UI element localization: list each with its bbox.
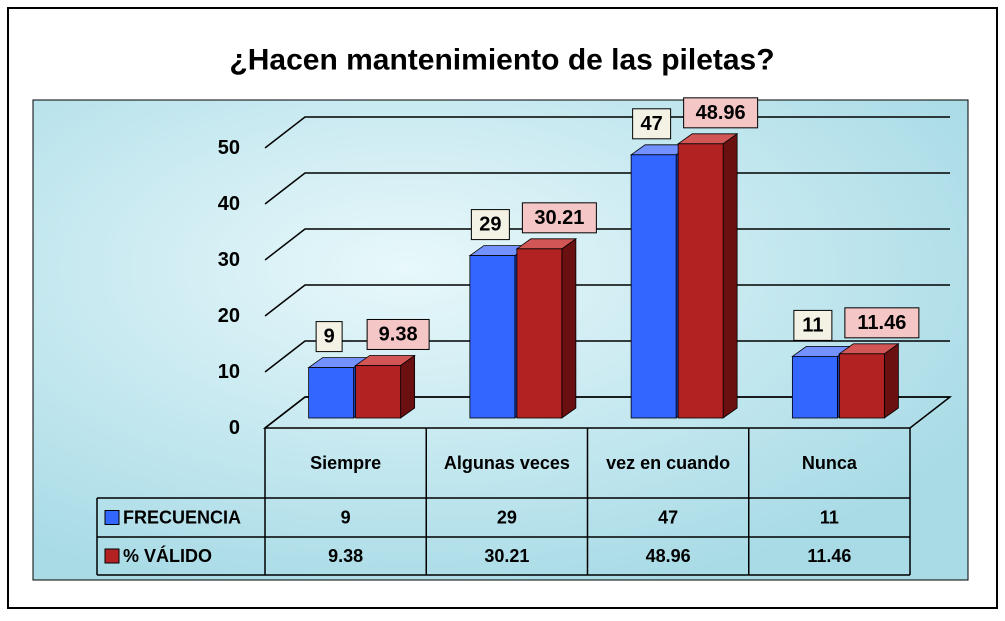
value-label-box xyxy=(793,309,833,341)
bar xyxy=(791,355,838,419)
legend-label: FRECUENCIA xyxy=(123,508,241,528)
table-value: 11.46 xyxy=(807,546,851,566)
x-tick-label: Nunca xyxy=(801,453,857,473)
value-label: 30.21 xyxy=(534,207,584,229)
value-label: 47 xyxy=(641,113,663,135)
category-cell: Nunca xyxy=(801,453,857,473)
category-cell: Algunas veces xyxy=(443,453,570,473)
bar xyxy=(308,367,355,419)
table-value: 9.38 xyxy=(328,546,363,566)
value-label-box xyxy=(366,318,430,350)
category-cell: vez en cuando xyxy=(606,453,731,473)
bar-side xyxy=(561,238,577,419)
bar xyxy=(838,353,885,419)
value-label-box xyxy=(632,108,672,140)
value-label-box xyxy=(844,307,920,339)
table-value: 11 xyxy=(820,508,839,528)
legend-marker xyxy=(104,510,120,525)
x-tick-label: Algunas veces xyxy=(443,453,570,473)
value-label-box xyxy=(683,97,759,129)
x-tick-label: Siempre xyxy=(310,453,382,473)
bar xyxy=(630,154,677,419)
value-label: 9.38 xyxy=(379,323,418,345)
y-tick-label: 50 xyxy=(218,137,240,159)
chart-title: ¿Hacen mantenimiento de las piletas? xyxy=(229,44,774,77)
y-tick-label: 30 xyxy=(218,249,240,271)
table-value: 30.21 xyxy=(484,546,529,566)
y-tick-label: 0 xyxy=(229,417,240,439)
table-value: 47 xyxy=(658,508,678,528)
value-label-box xyxy=(470,209,510,241)
value-label: 11.46 xyxy=(857,312,906,334)
value-label: 48.96 xyxy=(696,102,746,124)
y-tick-label: 20 xyxy=(218,305,240,327)
value-label-box xyxy=(315,321,343,353)
bar-side xyxy=(722,133,738,419)
value-label: 11 xyxy=(802,314,823,336)
value-label: 9 xyxy=(324,326,335,348)
bar xyxy=(355,365,402,419)
value-label-box xyxy=(521,202,597,234)
category-cell: Siempre xyxy=(310,453,382,473)
table-value: 48.96 xyxy=(646,546,691,566)
legend-marker xyxy=(104,548,120,564)
bar xyxy=(469,255,516,419)
bar xyxy=(516,248,563,419)
bar-side xyxy=(883,343,899,419)
x-tick-label: vez en cuando xyxy=(606,453,731,473)
y-tick-label: 40 xyxy=(218,193,240,215)
value-label: 29 xyxy=(479,214,501,236)
bar-side xyxy=(400,354,416,419)
table-value: 9 xyxy=(341,508,351,528)
bar xyxy=(677,143,724,419)
y-tick-label: 10 xyxy=(218,361,240,383)
legend-label: % VÁLIDO xyxy=(123,545,212,566)
table-value: 29 xyxy=(497,508,517,528)
